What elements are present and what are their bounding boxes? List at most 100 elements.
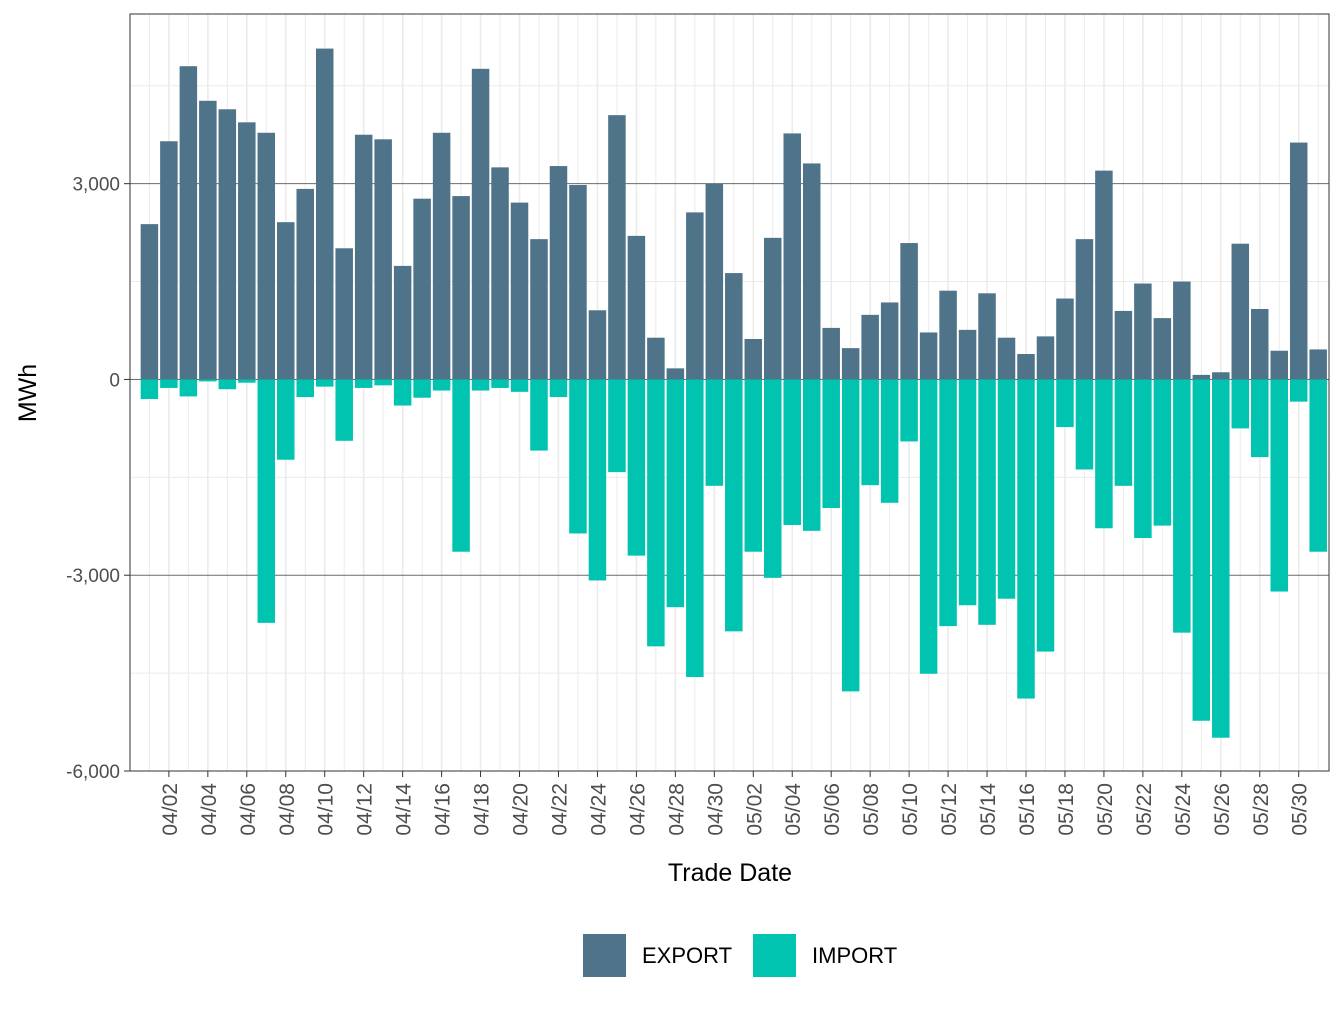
x-tick-label: 05/26 [1211,783,1234,836]
legend-label-import: IMPORT [812,943,897,968]
bar-export-04-02 [160,141,178,380]
bar-export-05-04 [783,133,801,380]
bar-export-05-27 [1231,243,1250,380]
bar-export-05-03 [764,237,782,380]
x-tick-label: 05/14 [977,783,1000,836]
bar-import-04-14 [393,379,412,406]
x-tick-label: 04/02 [159,783,182,836]
x-tick-label: 04/18 [471,783,494,836]
bar-import-05-10 [900,379,918,442]
bar-export-04-28 [666,368,685,380]
bar-import-05-12 [939,379,957,627]
y-tick-label: 0 [109,370,120,391]
bar-export-05-14 [978,293,996,380]
y-axis-title: MWh [14,364,42,422]
bar-import-05-31 [1309,379,1327,552]
bar-export-04-12 [354,134,373,380]
bar-export-05-17 [1036,336,1055,380]
bar-import-05-08 [861,379,879,486]
bar-export-04-04 [199,100,217,380]
bar-export-04-06 [238,122,256,380]
bar-import-05-04 [783,379,801,525]
bar-export-04-08 [277,222,295,380]
bar-export-05-28 [1251,308,1269,380]
bar-export-05-11 [919,332,938,380]
bar-export-05-07 [841,348,860,380]
x-tick-label: 05/06 [821,783,844,836]
bar-import-05-17 [1036,379,1055,652]
bar-import-04-02 [160,379,178,388]
x-tick-label: 04/06 [237,783,260,836]
bar-import-05-01 [725,379,743,632]
x-tick-label: 04/26 [626,783,649,836]
bar-export-05-08 [861,314,879,380]
bar-import-04-05 [218,379,237,390]
bar-import-05-13 [958,379,977,606]
axis-layer: -6,000 -3,000 0 3,000 04/02 04/04 04/06 04/08 04… [66,175,1312,836]
y-tick-label: -6,000 [66,762,120,783]
bar-import-05-26 [1212,379,1230,738]
bar-export-05-29 [1270,350,1288,380]
bar-export-05-15 [997,337,1016,380]
bar-import-05-16 [1017,379,1035,699]
bar-import-04-24 [588,379,607,581]
bar-import-04-03 [179,379,198,397]
bar-export-04-27 [647,337,665,380]
bar-export-05-24 [1173,281,1191,380]
bar-export-05-10 [900,243,918,380]
bar-export-04-05 [218,109,237,380]
x-tick-label: 04/12 [354,783,377,836]
legend-swatch-import [753,934,796,977]
bar-import-04-27 [647,379,665,647]
bar-export-05-19 [1075,239,1094,380]
bar-import-05-11 [919,379,938,674]
x-tick-label: 05/16 [1016,783,1039,836]
x-tick-label: 04/10 [315,783,338,836]
bar-import-05-23 [1153,379,1172,526]
bar-import-04-08 [277,379,295,460]
bar-import-04-12 [354,379,373,388]
x-tick-label: 04/04 [198,783,221,836]
bar-import-05-19 [1075,379,1094,470]
bar-export-04-26 [627,235,646,380]
x-tick-label: 05/04 [782,783,805,836]
bar-import-05-09 [880,379,899,503]
bar-import-05-25 [1192,379,1211,721]
bar-import-05-30 [1289,379,1308,402]
bar-export-04-13 [374,139,392,380]
bar-import-04-04 [199,379,217,382]
bar-export-04-11 [335,248,353,380]
bar-export-04-20 [510,202,529,380]
bar-export-04-18 [471,68,490,380]
bar-export-05-09 [880,302,899,380]
bar-export-04-19 [491,167,509,380]
bar-export-04-16 [432,132,451,380]
bar-import-05-27 [1231,379,1250,429]
plot-border [129,13,1330,772]
y-tick-label: -3,000 [66,566,120,587]
bar-import-04-10 [315,379,334,387]
x-tick-label: 04/14 [393,783,416,836]
bar-import-04-09 [296,379,314,398]
bar-import-04-07 [257,379,276,623]
bar-import-04-16 [432,379,451,391]
bar-import-04-30 [705,379,724,486]
x-tick-label: 04/16 [432,783,455,836]
bar-export-05-26 [1212,372,1230,380]
x-tick-label: 05/30 [1289,783,1312,836]
bar-import-05-03 [764,379,782,578]
x-tick-label: 05/02 [743,783,766,836]
bar-import-04-01 [140,379,159,400]
bar-export-04-30 [705,183,724,380]
bar-import-05-18 [1056,379,1074,428]
x-tick-label: 05/08 [860,783,883,836]
legend: EXPORT IMPORT [583,934,897,977]
bar-export-05-16 [1017,353,1035,380]
bar-import-05-22 [1134,379,1152,539]
bar-export-04-24 [588,310,607,380]
bar-export-05-30 [1289,142,1308,380]
bar-export-05-20 [1095,170,1113,380]
x-tick-label: 04/24 [587,783,610,836]
bar-export-05-05 [802,163,821,380]
bar-export-04-01 [140,224,159,380]
